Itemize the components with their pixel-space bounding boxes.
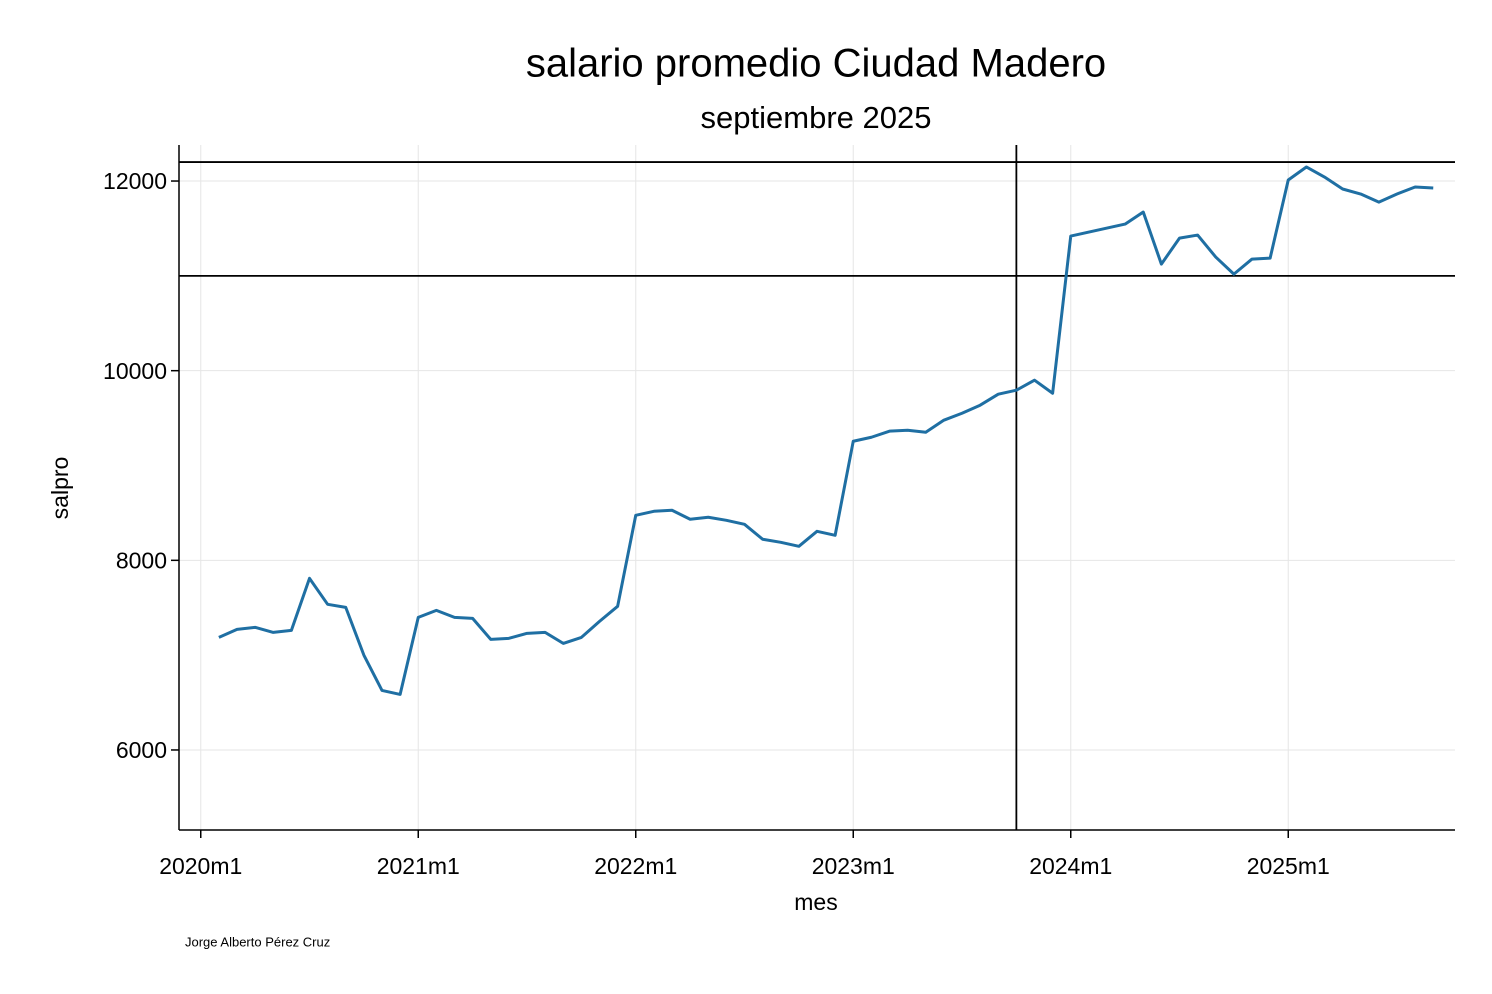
- x-tick-label: 2022m1: [594, 853, 677, 879]
- x-tick-label: 2025m1: [1247, 853, 1330, 879]
- x-tick-label: 2021m1: [377, 853, 460, 879]
- x-tick-label: 2020m1: [159, 853, 242, 879]
- note: Jorge Alberto Pérez Cruz: [185, 934, 330, 949]
- x-tick-label: 2024m1: [1029, 853, 1112, 879]
- x-tick-label: 2023m1: [812, 853, 895, 879]
- data-line: [218, 165, 1434, 696]
- x-axis-label: mes: [794, 889, 837, 915]
- y-tick-label: 12000: [103, 168, 167, 194]
- y-tick-label: 8000: [116, 547, 167, 573]
- y-axis-label: salpro: [47, 457, 73, 520]
- chart-title: salario promedio Ciudad Madero: [526, 42, 1106, 86]
- y-tick-label: 10000: [103, 358, 167, 384]
- y-tick-label: 6000: [116, 737, 167, 763]
- chart-subtitle: septiembre 2025: [701, 100, 932, 135]
